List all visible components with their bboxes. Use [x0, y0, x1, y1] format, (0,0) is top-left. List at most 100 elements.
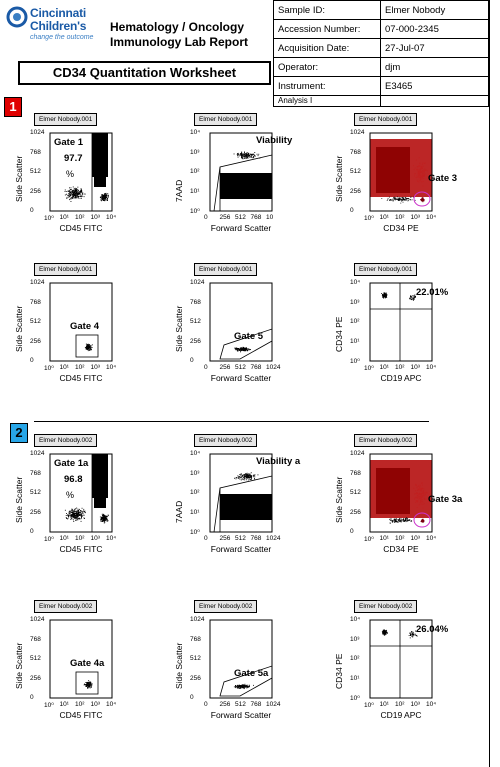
event-dot [248, 475, 249, 476]
event-dot [248, 184, 250, 185]
event-dot [381, 198, 383, 199]
event-dot [408, 635, 410, 636]
event-dot [402, 197, 404, 198]
event-dot [254, 476, 256, 478]
event-dot [70, 193, 72, 195]
event-dot [246, 684, 248, 686]
event-dot [244, 479, 246, 481]
event-dot [250, 474, 252, 476]
info-label: Analysis I [273, 95, 381, 107]
event-dot [70, 512, 71, 514]
event-dot [101, 481, 103, 482]
event-dot [99, 478, 101, 480]
event-dot [247, 189, 249, 191]
event-dot [97, 170, 99, 172]
event-dot [101, 195, 103, 197]
event-dot [421, 197, 423, 199]
event-dot [103, 152, 104, 154]
x-tick-label: 10³ [90, 535, 100, 542]
event-dot [243, 506, 245, 508]
event-dot [72, 189, 74, 191]
event-dot [246, 158, 248, 159]
gate-label: 26.04% [416, 624, 449, 635]
event-dot [248, 476, 250, 478]
event-dot [86, 347, 88, 349]
y-tick-label: 10¹ [350, 674, 360, 682]
event-dot [245, 189, 247, 191]
event-dot [244, 476, 245, 478]
event-dot [75, 189, 77, 190]
event-dot [74, 510, 76, 512]
event-dot [100, 168, 102, 169]
event-dot [234, 506, 236, 508]
y-axis-label: Side Scatter [174, 642, 184, 689]
event-dot [104, 470, 106, 472]
event-dot [235, 347, 237, 349]
event-dot [424, 492, 426, 494]
event-dot [75, 511, 77, 513]
event-dot [421, 172, 423, 173]
event-dot [420, 170, 422, 172]
event-dot [247, 349, 248, 351]
event-dot [103, 487, 105, 489]
y-tick-label: 10⁰ [190, 529, 200, 536]
event-dot [245, 348, 247, 350]
event-dot [97, 488, 98, 490]
event-dot [424, 494, 426, 496]
event-dot [83, 684, 85, 686]
event-dot [245, 686, 247, 688]
event-dot [422, 201, 424, 203]
dense-population [376, 147, 410, 193]
event-dot [383, 296, 384, 298]
event-dot [79, 193, 81, 195]
event-dot [383, 292, 385, 294]
event-dot [414, 294, 416, 296]
event-dot [80, 188, 82, 190]
logo-tagline: change the outcome [30, 34, 94, 41]
event-dot [423, 520, 425, 522]
x-axis-label: Forward Scatter [210, 223, 272, 233]
event-dot [424, 497, 425, 499]
event-dot [78, 192, 80, 193]
event-dot [244, 502, 246, 504]
cincinnati-childrens-logo: Cincinnati Children's change the outcome [6, 4, 106, 48]
x-tick-label: 10³ [410, 535, 420, 542]
flow-plot-2-5: Elmer Nobody.002 Gate 5a 0 256 512 768 1024 102… [168, 600, 318, 760]
event-dot [233, 153, 235, 155]
event-dot [75, 513, 77, 515]
event-dot [396, 521, 398, 523]
y-tick-label: 768 [190, 298, 201, 306]
event-dot [79, 518, 81, 520]
event-dot [245, 511, 247, 513]
event-dot [423, 199, 425, 201]
event-dot [96, 484, 98, 486]
event-dot [238, 502, 239, 504]
event-dot [246, 186, 247, 188]
y-tick-label: 0 [350, 528, 354, 535]
report-title-line1: Hematology / Oncology [110, 20, 245, 34]
event-dot [244, 473, 246, 475]
event-dot [420, 495, 422, 497]
event-dot [416, 486, 418, 488]
event-dot [74, 517, 75, 519]
scatter-plot [49, 282, 113, 362]
event-dot [404, 197, 406, 198]
event-dot [421, 520, 423, 522]
info-row: Accession Number: 07-000-2345 [273, 19, 489, 39]
y-tick-label: 0 [30, 357, 34, 364]
event-dot [421, 165, 423, 167]
event-dot [102, 483, 103, 485]
event-dot [419, 489, 421, 490]
event-dot [236, 188, 238, 190]
event-dot [415, 630, 416, 632]
event-dot [96, 477, 98, 479]
event-dot [244, 184, 245, 185]
event-dot [241, 503, 242, 504]
event-dot [86, 347, 88, 348]
event-dot [416, 500, 418, 502]
percent-sign: % [66, 169, 75, 179]
y-tick-label: 10⁴ [190, 129, 201, 136]
event-dot [242, 346, 244, 348]
event-dot [238, 506, 240, 508]
event-dot [74, 515, 76, 517]
